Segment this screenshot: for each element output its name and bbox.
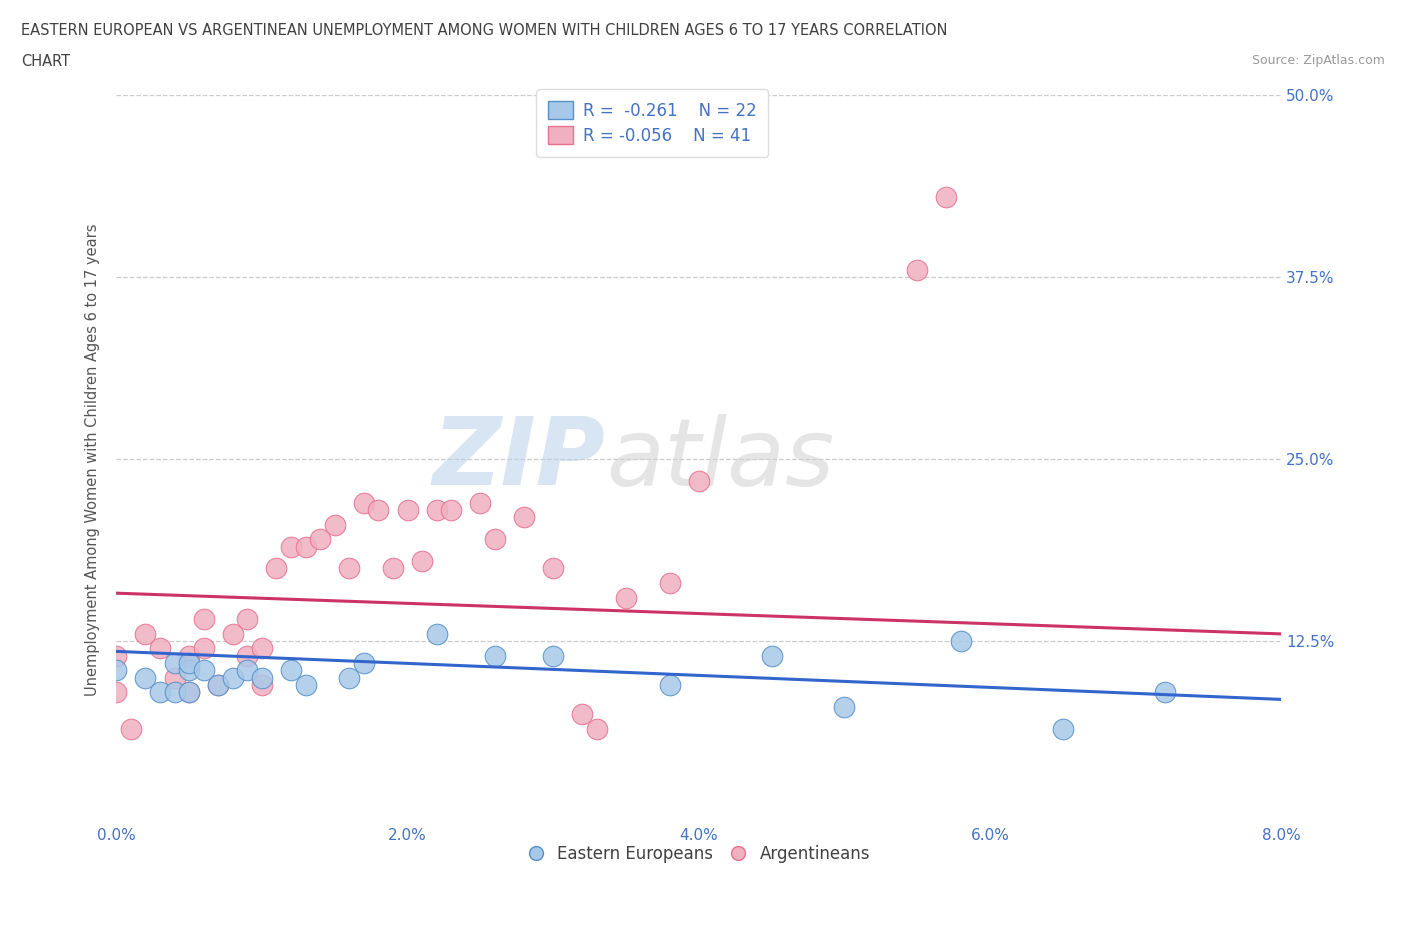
Point <box>250 641 273 656</box>
Point <box>236 612 259 627</box>
Point <box>250 671 273 685</box>
Point <box>571 707 593 722</box>
Point <box>426 627 449 642</box>
Point <box>411 553 433 568</box>
Point <box>250 677 273 692</box>
Point <box>1154 684 1177 699</box>
Point <box>309 532 332 547</box>
Point <box>207 677 229 692</box>
Point <box>905 262 928 277</box>
Point <box>149 684 172 699</box>
Point <box>163 684 186 699</box>
Point <box>396 503 419 518</box>
Point <box>658 677 681 692</box>
Point <box>949 633 972 648</box>
Point <box>163 671 186 685</box>
Text: Source: ZipAtlas.com: Source: ZipAtlas.com <box>1251 54 1385 67</box>
Point <box>484 532 506 547</box>
Point <box>280 663 302 678</box>
Point <box>440 503 463 518</box>
Point <box>353 656 375 671</box>
Text: ZIP: ZIP <box>433 413 606 505</box>
Point <box>177 684 200 699</box>
Point <box>105 684 128 699</box>
Point <box>280 539 302 554</box>
Point <box>177 648 200 663</box>
Point <box>120 721 142 736</box>
Point <box>935 190 957 205</box>
Point <box>222 671 245 685</box>
Point <box>236 663 259 678</box>
Text: EASTERN EUROPEAN VS ARGENTINEAN UNEMPLOYMENT AMONG WOMEN WITH CHILDREN AGES 6 TO: EASTERN EUROPEAN VS ARGENTINEAN UNEMPLOY… <box>21 23 948 38</box>
Point <box>163 656 186 671</box>
Point <box>134 671 156 685</box>
Point <box>470 496 492 511</box>
Y-axis label: Unemployment Among Women with Children Ages 6 to 17 years: Unemployment Among Women with Children A… <box>86 223 100 696</box>
Point <box>513 510 536 525</box>
Point <box>688 473 710 488</box>
Point <box>193 663 215 678</box>
Point <box>614 591 637 605</box>
Point <box>193 641 215 656</box>
Point <box>266 561 288 576</box>
Point <box>236 648 259 663</box>
Point <box>294 539 316 554</box>
Point <box>658 576 681 591</box>
Point <box>207 677 229 692</box>
Point <box>337 671 360 685</box>
Point <box>134 627 156 642</box>
Legend: Eastern Europeans, Argentineans: Eastern Europeans, Argentineans <box>520 838 877 870</box>
Point <box>586 721 609 736</box>
Point <box>834 699 856 714</box>
Point <box>541 648 564 663</box>
Text: CHART: CHART <box>21 54 70 69</box>
Point <box>761 648 783 663</box>
Point <box>337 561 360 576</box>
Point <box>193 612 215 627</box>
Point <box>541 561 564 576</box>
Point <box>222 627 245 642</box>
Point <box>149 641 172 656</box>
Point <box>105 648 128 663</box>
Point <box>484 648 506 663</box>
Point <box>323 517 346 532</box>
Point <box>353 496 375 511</box>
Point <box>177 684 200 699</box>
Point <box>1052 721 1074 736</box>
Point <box>105 663 128 678</box>
Point <box>177 656 200 671</box>
Point <box>367 503 389 518</box>
Point <box>382 561 405 576</box>
Text: atlas: atlas <box>606 414 834 505</box>
Point <box>294 677 316 692</box>
Point <box>426 503 449 518</box>
Point <box>177 663 200 678</box>
